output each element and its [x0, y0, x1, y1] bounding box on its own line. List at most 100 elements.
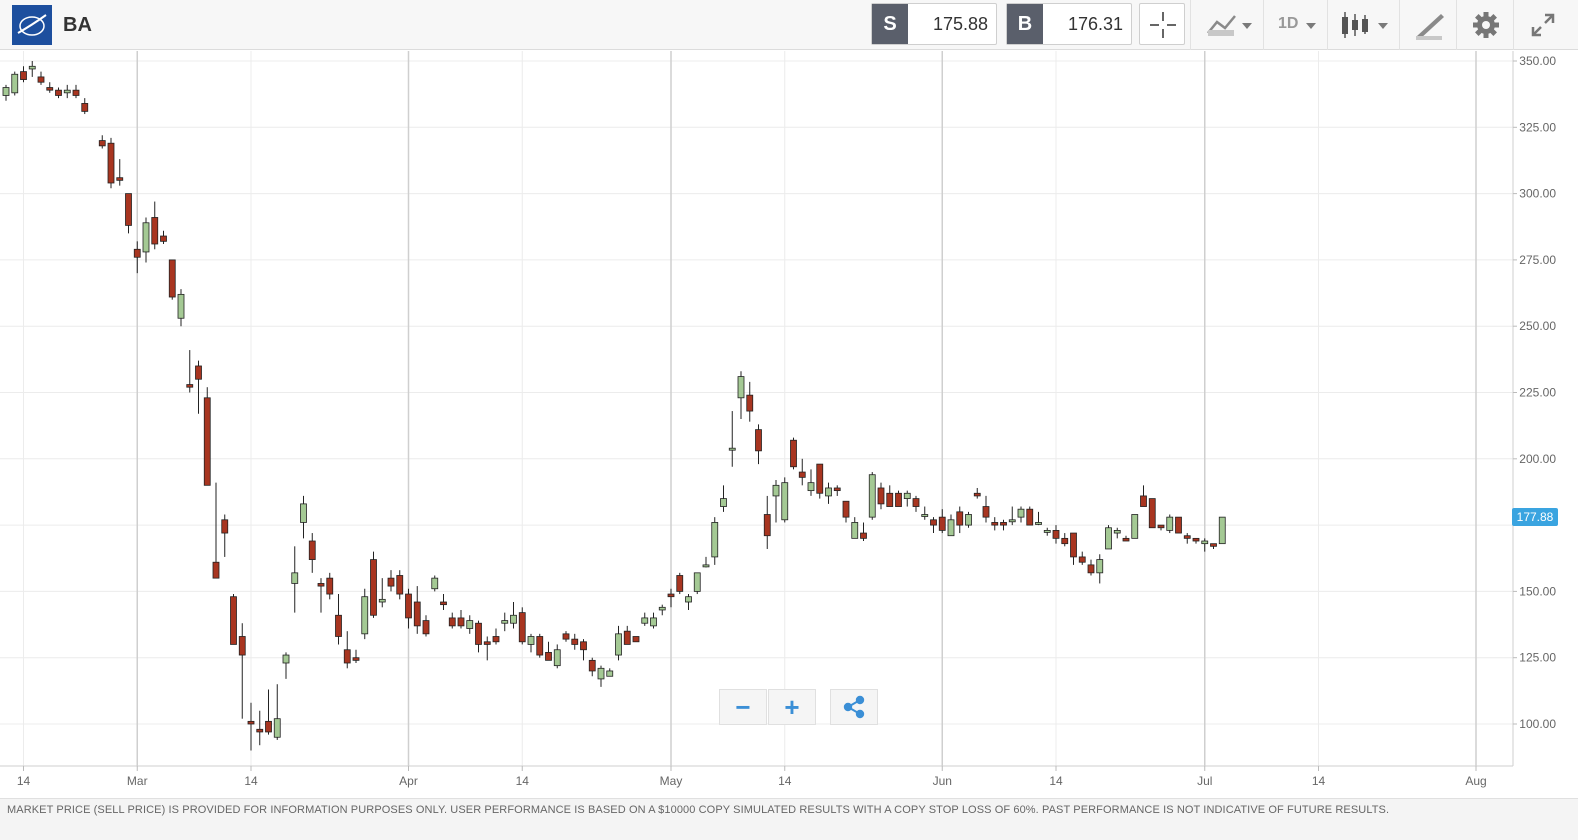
settings-button[interactable] [1456, 0, 1513, 50]
candle-body [361, 596, 369, 635]
candle-body [781, 482, 789, 521]
chart-grid [0, 51, 1513, 766]
candle-body [20, 71, 27, 80]
up-candle [291, 546, 299, 613]
candle-body [1105, 527, 1112, 550]
candle-body [98, 140, 106, 147]
y-tick-label: 275.00 [1519, 253, 1556, 267]
down-candle [860, 522, 867, 542]
candle-body [973, 492, 981, 497]
up-candle [2, 84, 10, 101]
up-candle [378, 578, 386, 608]
candle-body [1017, 508, 1025, 518]
candle-body [553, 649, 561, 667]
zoom-in-button[interactable]: + [768, 689, 816, 725]
candle-body [265, 720, 272, 733]
up-candle [1131, 514, 1139, 539]
candle-body [833, 487, 841, 492]
down-candle [982, 495, 990, 523]
fullscreen-button[interactable] [1513, 0, 1578, 50]
down-candle [895, 490, 902, 507]
candle-body [492, 636, 500, 643]
up-candle [466, 615, 474, 634]
candle-body [308, 540, 316, 560]
candle-body [177, 293, 185, 319]
candle-body [562, 633, 570, 640]
up-candle [300, 495, 307, 539]
x-tick-label: 14 [1049, 774, 1063, 788]
candle-body [1148, 498, 1156, 529]
candle-body [1166, 516, 1174, 531]
share-button[interactable] [830, 689, 878, 725]
down-candle [1140, 485, 1147, 507]
up-candle [1017, 506, 1025, 523]
up-candle [658, 604, 666, 616]
up-candle [772, 480, 780, 523]
down-candle [317, 578, 325, 613]
x-tick-label: Jul [1197, 774, 1212, 788]
candle-body [1131, 514, 1139, 539]
candle-body [798, 471, 806, 478]
candle-body [1026, 508, 1034, 526]
candle-body [352, 657, 360, 661]
disclaimer-bar: MARKET PRICE (SELL PRICE) IS PROVIDED FO… [0, 798, 1578, 840]
candle-body [1052, 530, 1060, 539]
candle-body [825, 487, 832, 497]
down-candle [755, 424, 762, 465]
down-candle [212, 482, 220, 579]
down-candle [956, 506, 964, 534]
up-candle [650, 612, 657, 629]
candle-body [1035, 522, 1042, 525]
up-candle [282, 652, 290, 679]
zoom-out-button[interactable]: − [719, 689, 767, 725]
up-candle [1201, 538, 1209, 552]
candle-body [133, 248, 141, 258]
up-candle [615, 625, 622, 661]
chart-type-button[interactable] [1190, 0, 1263, 50]
down-candle [1183, 533, 1191, 544]
candle-body [842, 500, 850, 518]
buy-price-widget[interactable]: B 176.31 [999, 0, 1135, 50]
x-tick-label: May [660, 774, 683, 788]
chevron-down-icon [1378, 23, 1388, 29]
sell-price-widget[interactable]: S 175.88 [864, 0, 999, 50]
down-candle [160, 230, 167, 244]
candle-body [378, 598, 386, 603]
up-candle [597, 665, 605, 687]
last-price-badge [1512, 508, 1558, 526]
up-candle [501, 612, 509, 632]
up-candle [1218, 516, 1226, 545]
crosshair-button[interactable] [1135, 0, 1190, 50]
down-candle [247, 702, 255, 751]
candle-body [431, 577, 439, 590]
up-candle [711, 517, 719, 565]
candle-body [895, 492, 902, 507]
down-candle [588, 657, 596, 677]
sell-label: S [872, 4, 908, 44]
down-candle [492, 628, 500, 645]
up-candle [11, 71, 19, 96]
down-candle [1122, 535, 1130, 542]
down-candle [370, 551, 377, 618]
fullscreen-icon [1531, 13, 1555, 37]
y-tick-label: 250.00 [1519, 319, 1556, 333]
candle-body [1175, 516, 1182, 534]
candle-body [142, 222, 150, 253]
price-chart[interactable]: 350.00 325.00 300.00 275.00 250.00 225.00 200.… [0, 51, 1578, 798]
candle-body [107, 142, 115, 184]
candle-body [685, 596, 692, 603]
candle-body [396, 575, 404, 595]
down-candle [1000, 519, 1007, 531]
candle-body [991, 522, 999, 526]
candle-body [2, 87, 10, 96]
draw-tools-button[interactable] [1399, 0, 1456, 50]
down-candle [256, 710, 264, 746]
candle-body [1008, 519, 1016, 523]
down-candle [632, 636, 640, 643]
down-candle [238, 623, 246, 719]
candle-body [203, 397, 211, 486]
timeframe-button[interactable]: 1D [1263, 0, 1327, 50]
candle-style-button[interactable] [1327, 0, 1399, 50]
candle-body [518, 612, 526, 643]
candle-body [37, 76, 45, 83]
